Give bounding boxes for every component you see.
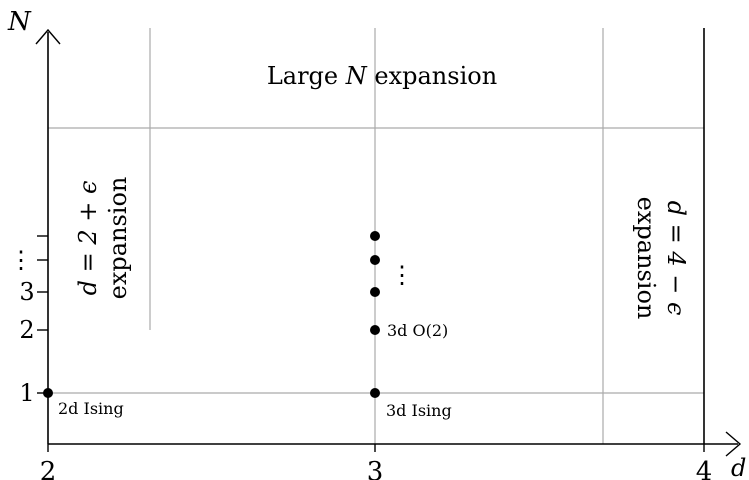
x-tick-label-4: 4 <box>696 457 713 480</box>
x-tick-label-3: 3 <box>367 457 384 480</box>
y-tick-label-2: 2 <box>19 316 34 344</box>
large-n-label: Large N expansion <box>267 62 497 90</box>
label-vdots: ⋮ <box>390 261 414 289</box>
d4-expansion-label: d = 4 − ϵ expansion <box>632 197 690 320</box>
point-3d-o3 <box>370 287 380 297</box>
d2-formula: d = 2 + ϵ <box>74 181 102 296</box>
point-3d-ising <box>370 388 380 398</box>
x-tick-label-2: 2 <box>40 457 57 480</box>
label-3d-ising: 3d Ising <box>386 401 452 420</box>
x-axis-arrow <box>725 431 742 457</box>
x-axis-label: d <box>731 454 746 480</box>
point-3d-o5 <box>370 231 380 241</box>
y-tick-label-dots: ⋮ <box>9 246 33 274</box>
d2-expansion-label: d = 2 + ϵ expansion <box>74 177 132 300</box>
y-axis-label: N <box>7 7 32 37</box>
d2-expansion-word: expansion <box>104 177 132 300</box>
region-lines <box>48 28 704 444</box>
y-tick-label-1: 1 <box>19 379 34 407</box>
d4-expansion-word: expansion <box>632 197 660 320</box>
point-2d-ising <box>43 388 53 398</box>
point-3d-o4 <box>370 255 380 265</box>
y-axis-arrow <box>35 28 61 45</box>
y-tick-label-3: 3 <box>19 278 34 306</box>
point-3d-o2 <box>370 325 380 335</box>
label-3d-o2: 3d O(2) <box>387 321 448 340</box>
d4-formula: d = 4 − ϵ <box>662 201 690 316</box>
label-2d-ising: 2d Ising <box>58 399 124 418</box>
